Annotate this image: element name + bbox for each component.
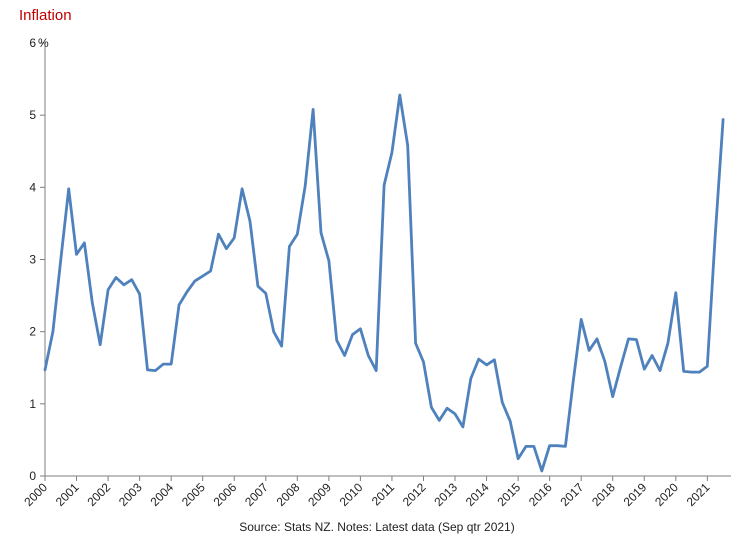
x-tick-label: 2009 <box>305 480 334 509</box>
x-tick-label: 2002 <box>84 480 113 509</box>
y-tick-label: 4 <box>29 180 36 194</box>
series-group <box>43 93 725 473</box>
x-tick-label: 2017 <box>558 480 587 509</box>
x-tick-label: 2004 <box>148 480 177 509</box>
x-tick-label: 2011 <box>369 480 397 508</box>
chart-title: Inflation <box>19 7 72 24</box>
x-tick-label: 2005 <box>179 480 208 509</box>
y-tick-label: 5 <box>29 108 36 122</box>
x-tick-label: 2019 <box>621 480 650 509</box>
inflation-series-line <box>43 93 725 473</box>
y-tick-label: 6 <box>29 36 36 50</box>
x-tick-label: 2006 <box>211 480 240 509</box>
axes <box>44 43 731 477</box>
y-tick-label: 2 <box>29 325 36 339</box>
x-tick-label: 2001 <box>53 480 82 509</box>
x-tick-label: 2015 <box>494 480 523 509</box>
y-axis-unit-label: % <box>38 36 49 50</box>
x-tick-label: 2007 <box>242 480 271 509</box>
y-tick-label: 0 <box>29 469 36 483</box>
x-tick-label: 2008 <box>274 480 303 509</box>
y-axis-ticks: 0 1 2 3 4 5 6 <box>29 36 45 483</box>
x-tick-label: 2013 <box>431 480 460 509</box>
y-tick-label: 3 <box>29 253 36 267</box>
x-tick-label: 2021 <box>684 480 713 509</box>
inflation-line-chart: 0 1 2 3 4 5 6 2000 2001 2002 2003 2004 2005 2006 2007… <box>21 36 731 509</box>
x-tick-label: 2003 <box>116 480 145 509</box>
x-tick-label: 2018 <box>589 480 618 509</box>
x-tick-label: 2014 <box>463 480 492 509</box>
x-tick-label: 2020 <box>652 480 681 509</box>
x-tick-label: 2000 <box>21 480 50 509</box>
x-tick-label: 2010 <box>337 480 366 509</box>
x-axis-ticks: 2000 2001 2002 2003 2004 2005 2006 2007 2008 2009… <box>21 476 713 509</box>
source-note: Source: Stats NZ. Notes: Latest data (Se… <box>239 520 515 534</box>
y-tick-label: 1 <box>29 397 36 411</box>
x-tick-label: 2016 <box>526 480 555 509</box>
x-tick-label: 2012 <box>400 480 429 509</box>
